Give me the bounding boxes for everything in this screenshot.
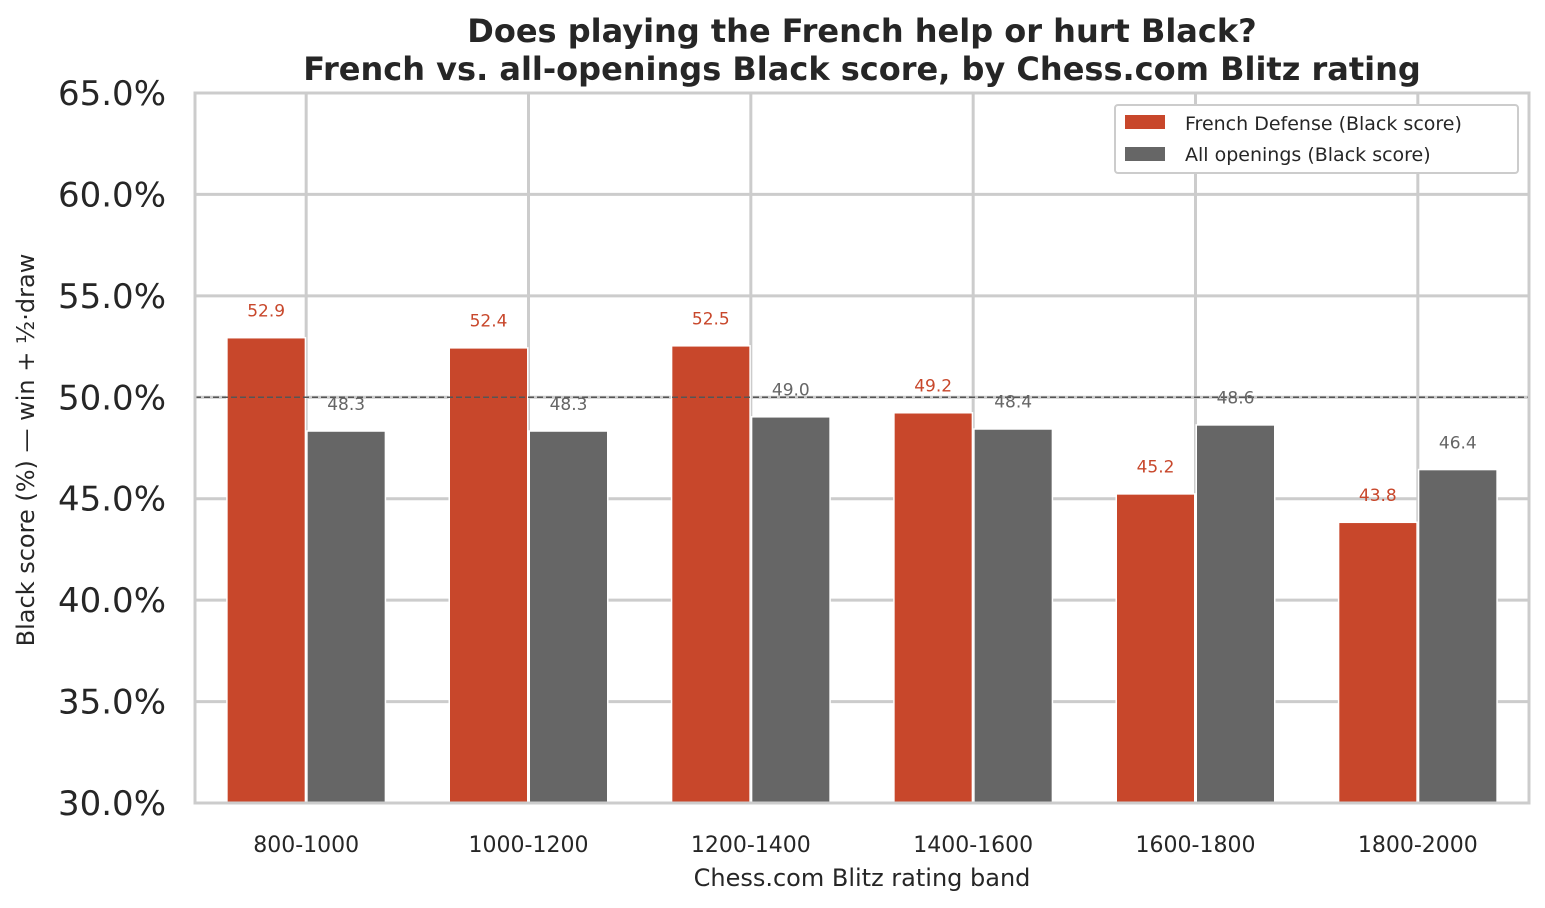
y-tick-label: 60.0% [58, 175, 166, 215]
bar-all-openings [530, 431, 607, 803]
data-label-french: 49.2 [914, 377, 952, 397]
y-tick-label: 30.0% [58, 784, 166, 824]
legend-label-all: All openings (Black score) [1185, 144, 1431, 166]
bar-french [450, 348, 527, 803]
y-tick-label: 40.0% [58, 581, 166, 621]
x-tick-label: 1400-1600 [913, 833, 1033, 858]
data-label-french: 52.5 [692, 310, 730, 330]
bar-all-openings [1197, 425, 1274, 803]
x-axis-label: Chess.com Blitz rating band [694, 864, 1031, 892]
data-label-all-openings: 48.3 [327, 395, 365, 415]
chart-title: Does playing the French help or hurt Bla… [467, 12, 1256, 50]
y-tick-label: 65.0% [58, 74, 166, 114]
y-tick-label: 55.0% [58, 277, 166, 317]
y-axis-label: Black score (%) — win + ½·draw [12, 254, 40, 647]
bar-all-openings [752, 417, 830, 803]
bar-all-openings [307, 431, 385, 803]
bar-french [672, 346, 750, 803]
data-label-french: 52.9 [247, 301, 285, 321]
y-tick-label: 50.0% [58, 378, 166, 418]
x-tick-label: 1600-1800 [1136, 833, 1256, 858]
data-label-french: 52.4 [470, 312, 508, 332]
legend: French Defense (Black score) All opening… [1114, 104, 1519, 174]
legend-box [1114, 104, 1519, 174]
legend-label-french: French Defense (Black score) [1185, 113, 1462, 135]
data-label-all-openings: 48.4 [994, 393, 1032, 413]
x-tick-label: 1800-2000 [1358, 833, 1478, 858]
bar-french [1339, 523, 1417, 803]
chart-subtitle: French vs. all-openings Black score, by … [303, 50, 1421, 88]
bar-french [894, 413, 972, 803]
data-label-all-openings: 49.0 [772, 381, 810, 401]
y-tick-label: 45.0% [58, 480, 166, 520]
y-tick-label: 35.0% [58, 683, 166, 723]
data-label-all-openings: 48.3 [550, 395, 588, 415]
bar-french [1117, 494, 1194, 803]
data-label-all-openings: 48.6 [1217, 389, 1255, 409]
x-tick-label: 800-1000 [253, 833, 359, 858]
data-label-all-openings: 46.4 [1439, 433, 1477, 453]
x-tick-label: 1000-1200 [469, 833, 589, 858]
bar-french [227, 338, 305, 803]
legend-swatch-french [1125, 115, 1165, 129]
x-tick-label: 1200-1400 [691, 833, 811, 858]
legend-swatch-all [1125, 147, 1165, 161]
bar-all-openings [974, 429, 1052, 803]
plot-frame [193, 91, 1531, 805]
data-label-french: 45.2 [1137, 458, 1175, 478]
data-label-french: 43.8 [1359, 486, 1397, 506]
bar-all-openings [1419, 470, 1497, 803]
